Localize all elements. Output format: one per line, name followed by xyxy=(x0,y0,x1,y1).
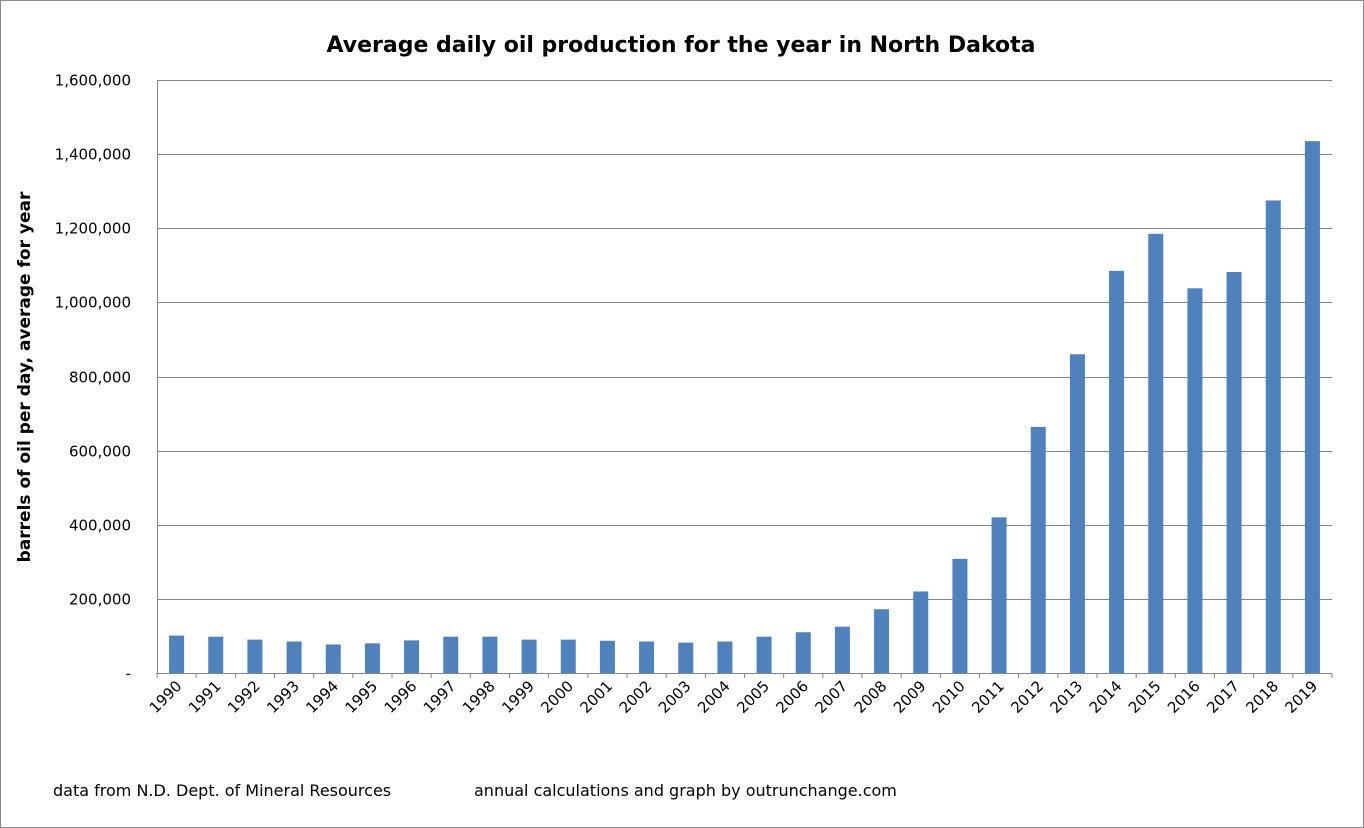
x-tick-label: 1990 xyxy=(146,677,186,717)
x-tick-label: 2015 xyxy=(1125,677,1165,717)
bar-2005 xyxy=(756,636,772,673)
bar-2004 xyxy=(717,641,733,673)
bars xyxy=(169,141,1320,673)
y-tick-labels: - 200,000 400,000 600,000 800,000 1,000,000 1,… xyxy=(55,72,131,683)
chart-title: Average daily oil production for the yea… xyxy=(327,33,1036,58)
bar-2000 xyxy=(560,639,576,673)
y-tick-label: 800,000 xyxy=(69,369,131,387)
bar-2003 xyxy=(678,642,694,673)
bar-2002 xyxy=(639,641,655,673)
bar-2017 xyxy=(1226,271,1242,673)
bar-2012 xyxy=(1030,426,1046,673)
y-tick-label: 1,400,000 xyxy=(55,146,131,164)
y-tick-label: 200,000 xyxy=(69,591,131,609)
x-tick-label: 1993 xyxy=(263,677,303,717)
x-tick-label: 1991 xyxy=(185,677,225,717)
x-tick-label: 1997 xyxy=(420,677,460,717)
bar-1990 xyxy=(169,635,185,673)
bar-1998 xyxy=(482,636,498,673)
bar-1997 xyxy=(443,636,459,673)
x-tick-label: 2013 xyxy=(1047,677,1087,717)
y-tick-label: 600,000 xyxy=(69,443,131,461)
bar-1993 xyxy=(286,641,302,673)
bar-2013 xyxy=(1069,354,1085,673)
x-tick-label: 2010 xyxy=(929,677,969,717)
x-tick-label: 2011 xyxy=(968,677,1008,717)
x-tick-label: 2012 xyxy=(1007,677,1047,717)
credit-note: annual calculations and graph by outrunc… xyxy=(474,781,897,800)
x-tick-label: 2002 xyxy=(616,677,656,717)
bar-2018 xyxy=(1265,200,1281,673)
x-tick-label: 1996 xyxy=(381,677,421,717)
bar-2014 xyxy=(1109,270,1125,673)
y-axis-label: barrels of oil per day, average for year xyxy=(15,191,35,562)
bar-2006 xyxy=(795,632,811,673)
data-source-note: data from N.D. Dept. of Mineral Resource… xyxy=(53,781,392,800)
bar-2015 xyxy=(1148,233,1164,673)
x-tick-label: 2008 xyxy=(851,677,891,717)
x-tick-label: 2000 xyxy=(537,677,577,717)
y-tick-label: 1,200,000 xyxy=(55,220,131,238)
bar-2009 xyxy=(913,591,929,673)
x-tick-label: 2019 xyxy=(1282,677,1322,717)
x-tick-label: 2001 xyxy=(577,677,617,717)
x-tick-label: 1992 xyxy=(224,677,264,717)
x-tick-label: 1998 xyxy=(459,677,499,717)
gridlines xyxy=(157,80,1332,600)
bar-2008 xyxy=(874,609,890,673)
y-tick-label: 1,600,000 xyxy=(55,72,131,90)
x-tick-label: 1999 xyxy=(498,677,538,717)
bar-1996 xyxy=(404,640,420,673)
bar-2007 xyxy=(834,626,850,673)
x-tick-label: 2003 xyxy=(655,677,695,717)
bar-1999 xyxy=(521,639,537,673)
x-tick-label: 2004 xyxy=(694,677,734,717)
x-tick-label: 2017 xyxy=(1203,677,1243,717)
y-tick-label: 400,000 xyxy=(69,517,131,535)
x-tick-label: 1995 xyxy=(342,677,382,717)
bar-1995 xyxy=(364,643,380,673)
bar-2019 xyxy=(1304,141,1320,673)
x-tick-label: 2006 xyxy=(772,677,812,717)
bar-2016 xyxy=(1187,288,1203,673)
x-tick-label: 2005 xyxy=(733,677,773,717)
axes xyxy=(156,80,1333,678)
x-tick-label: 2007 xyxy=(812,677,852,717)
bar-1992 xyxy=(247,639,263,673)
bar-2010 xyxy=(952,558,968,673)
bar-1991 xyxy=(208,636,224,673)
x-tick-labels: 1990 1991 1992 1993 1994 1995 1996 1997 1998 1999… xyxy=(146,677,1322,717)
x-tick-label: 2016 xyxy=(1164,677,1204,717)
y-tick-label: 1,000,000 xyxy=(55,294,131,312)
y-tick-label: - xyxy=(126,665,131,683)
x-tick-label: 2014 xyxy=(1086,677,1126,717)
x-tick-label: 2018 xyxy=(1242,677,1282,717)
bar-2001 xyxy=(599,640,615,673)
x-tick-label: 2009 xyxy=(890,677,930,717)
bar-1994 xyxy=(325,644,341,673)
x-tick-label: 1994 xyxy=(302,677,342,717)
bar-2011 xyxy=(991,517,1007,673)
